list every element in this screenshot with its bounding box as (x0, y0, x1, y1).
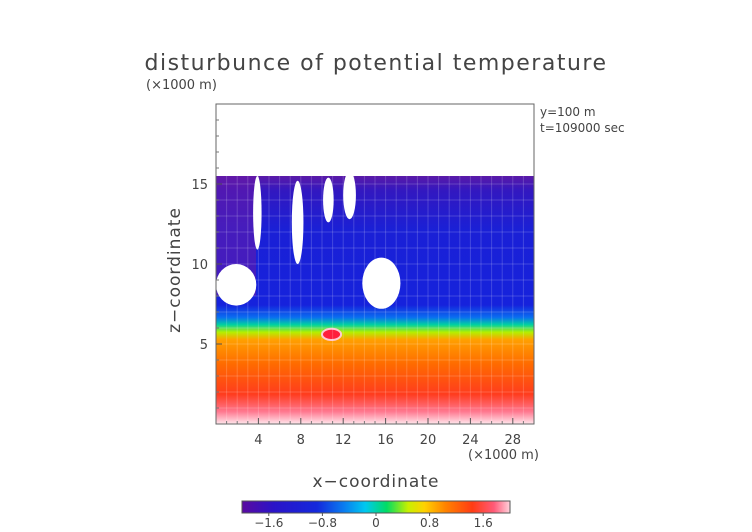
y-tick-label: 10 (191, 258, 208, 273)
x-tick-label: 24 (462, 433, 479, 448)
upper-gap (323, 177, 334, 223)
x-tick-label: 8 (297, 433, 305, 448)
cloud-hole (216, 264, 257, 306)
colorbar-tick-label: −0.8 (308, 516, 337, 530)
y-tick-label: 5 (200, 338, 208, 353)
upper-gaps (253, 171, 356, 264)
x-unit-label: (×1000 m) (468, 448, 539, 463)
upper-gap (343, 171, 356, 220)
hot-spot (321, 327, 343, 341)
upper-gap (253, 176, 262, 250)
colorbar-tick-label: 0 (372, 516, 380, 530)
y-axis-label: z−coordinate (165, 207, 185, 333)
colorbar-ticks: −1.6 −0.8 0 0.8 1.6 (254, 513, 493, 530)
x-tick-label: 12 (335, 433, 352, 448)
x-tick-label: 4 (254, 433, 262, 448)
upper-gap (291, 180, 304, 264)
info-y: y=100 m (540, 105, 596, 119)
colorbar-tick-label: −1.6 (254, 516, 283, 530)
y-axis: 5 10 15 (191, 119, 222, 409)
x-tick-label: 16 (377, 433, 394, 448)
info-t: t=109000 sec (540, 121, 625, 135)
colorbar-tick-label: 0.8 (420, 516, 439, 530)
x-tick-label: 28 (505, 433, 522, 448)
grid-lines (216, 176, 534, 424)
x-axis-label: x−coordinate (313, 472, 440, 492)
y-tick-label: 15 (191, 178, 208, 193)
cloud-holes (216, 257, 401, 309)
colorbar (241, 500, 511, 514)
plot-area (216, 171, 534, 424)
cloud-hole (362, 257, 401, 309)
z-unit-label: (×1000 m) (146, 78, 217, 93)
colorbar-tick-label: 1.6 (474, 516, 493, 530)
chart-title: disturbunce of potential temperature (145, 51, 608, 76)
x-tick-label: 20 (420, 433, 437, 448)
x-axis: 4 8 12 16 20 24 28 (226, 418, 524, 448)
